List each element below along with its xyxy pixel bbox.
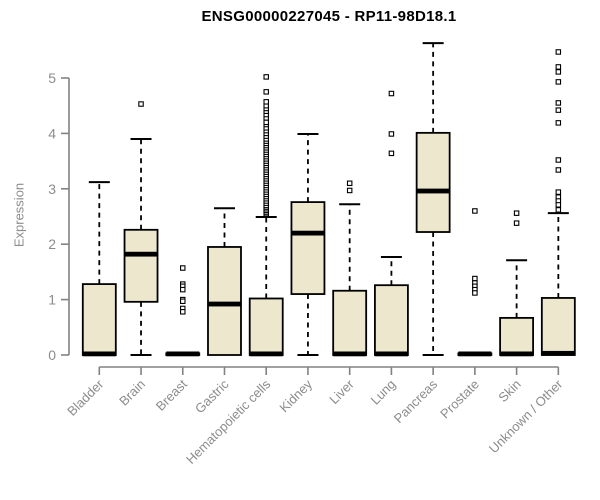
outlier-point — [555, 202, 562, 208]
x-tick-label: Brain — [116, 377, 148, 409]
outlier-point — [263, 89, 269, 95]
outlier-point — [180, 298, 186, 305]
iqr-box — [81, 283, 117, 356]
box-group — [540, 49, 576, 356]
x-tick-label: Liver — [326, 376, 357, 407]
chart-title: ENSG00000227045 - RP11-98D18.1 — [201, 8, 457, 25]
iqr-box — [290, 201, 326, 295]
median-bar — [124, 251, 158, 257]
box-group — [248, 74, 284, 357]
box-group — [415, 42, 451, 356]
x-tick-label: Kidney — [276, 376, 315, 415]
median-bar — [249, 351, 283, 357]
median-bar — [500, 351, 534, 357]
outlier-point — [472, 275, 478, 282]
y-tick-label: 2 — [48, 236, 56, 252]
outlier-point — [555, 100, 562, 106]
median-bar — [333, 351, 367, 357]
y-tick-label: 0 — [48, 347, 56, 363]
outlier-point — [555, 167, 562, 173]
outlier-point — [555, 64, 562, 70]
iqr-box — [499, 316, 535, 356]
outlier-point — [555, 79, 562, 85]
median-bar — [207, 301, 241, 307]
iqr-box — [415, 131, 451, 233]
box-group — [165, 265, 201, 357]
x-tick-label: Lung — [367, 377, 398, 408]
outlier-point — [555, 157, 562, 163]
box-group — [332, 180, 368, 357]
y-axis: 0 1 2 3 4 5 — [48, 70, 70, 363]
x-tick-label: Gastric — [192, 376, 232, 416]
outlier-point — [263, 74, 269, 80]
outlier-point — [388, 150, 395, 157]
box-group — [81, 181, 117, 357]
x-tick-label: Bladder — [64, 376, 107, 419]
iqr-box — [332, 289, 368, 356]
y-tick-label: 4 — [48, 125, 56, 141]
median-bar — [541, 350, 575, 356]
outlier-point — [138, 101, 144, 107]
box-group — [374, 90, 409, 357]
iqr-box — [540, 297, 576, 356]
outlier-point — [180, 265, 186, 271]
outlier-point — [555, 189, 562, 195]
outlier-point — [555, 107, 562, 113]
median-bar — [374, 351, 408, 357]
outlier-point — [555, 69, 562, 75]
y-tick-label: 5 — [48, 70, 56, 86]
iqr-box — [248, 297, 284, 356]
median-bar — [458, 351, 492, 357]
outlier-point — [513, 210, 520, 216]
iqr-box — [374, 284, 409, 356]
iqr-box — [123, 228, 159, 303]
outlier-point — [263, 119, 269, 126]
x-tick-label: Prostate — [437, 377, 482, 422]
outlier-point — [472, 208, 478, 214]
outlier-point — [513, 220, 520, 226]
y-tick-label: 3 — [48, 181, 56, 197]
outlier-point — [555, 49, 562, 55]
outlier-point — [555, 207, 562, 213]
x-tick-label: Pancreas — [391, 376, 441, 426]
box-group — [499, 210, 535, 357]
y-tick-label: 1 — [48, 292, 56, 308]
median-bar — [166, 351, 200, 357]
median-bar — [416, 188, 450, 194]
outlier-point — [180, 286, 186, 293]
box-group — [290, 132, 326, 356]
median-bar — [82, 351, 116, 357]
box-group — [207, 207, 242, 356]
x-tick-label: Breast — [153, 376, 190, 413]
outlier-point — [388, 131, 395, 137]
x-tick-label: Unknown / Other — [486, 376, 566, 456]
box-group — [457, 208, 493, 357]
box-group — [123, 101, 159, 356]
outlier-point — [555, 120, 562, 126]
x-tick-label: Skin — [495, 377, 523, 405]
median-bar — [291, 230, 325, 236]
outlier-point — [388, 90, 395, 97]
iqr-box — [207, 246, 242, 356]
outlier-point — [263, 99, 269, 105]
outlier-point — [346, 180, 353, 187]
outlier-point — [346, 187, 353, 194]
outlier-point — [472, 290, 478, 296]
outlier-point — [180, 309, 186, 315]
